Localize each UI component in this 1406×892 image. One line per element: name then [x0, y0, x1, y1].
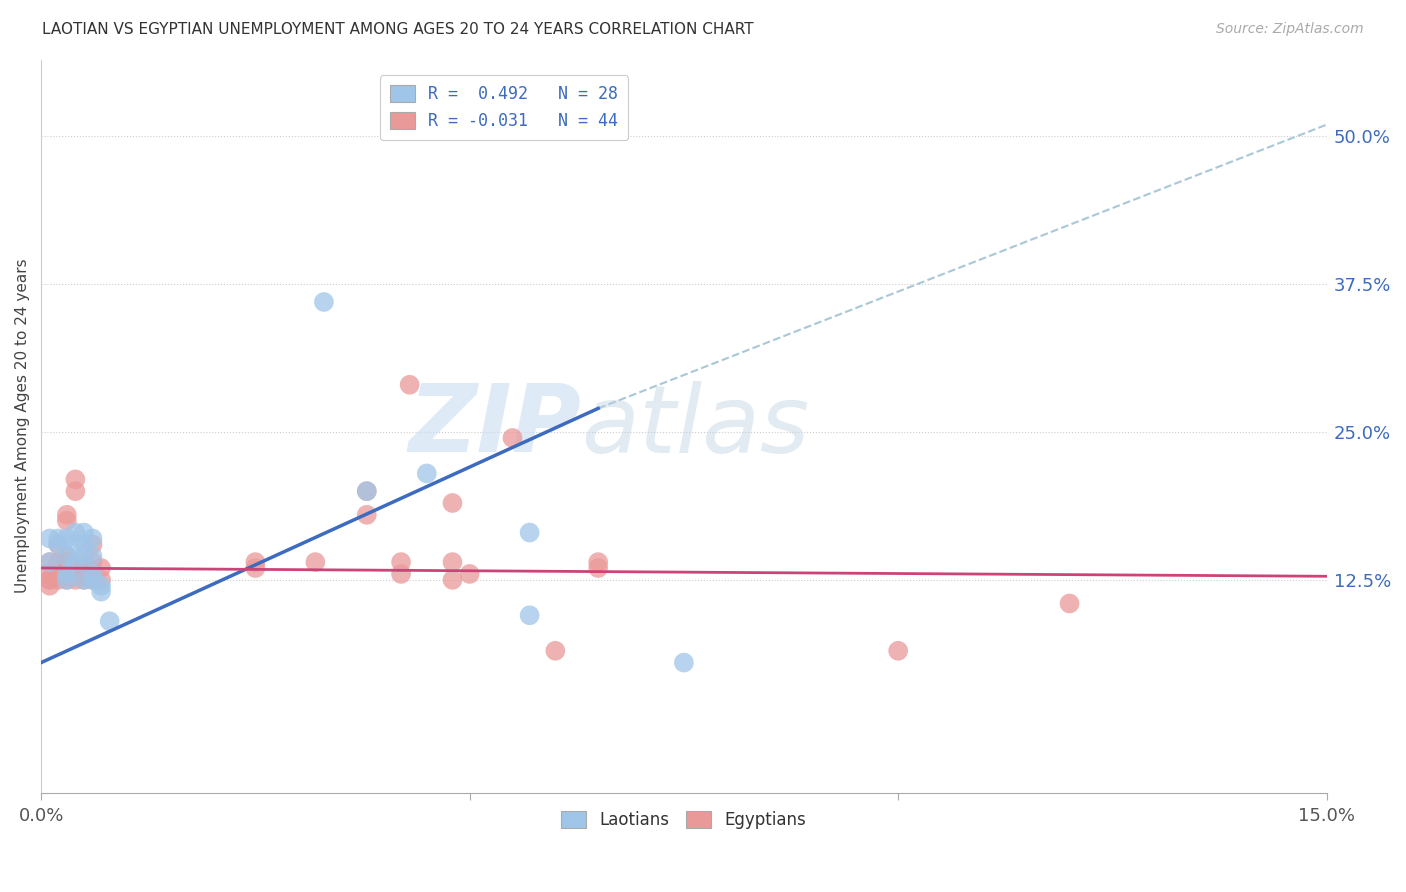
Point: [90, 584, 112, 599]
Point: [73, 549, 96, 564]
Point: [501, 431, 523, 445]
Point: [586, 555, 609, 569]
Point: [73, 561, 96, 575]
Point: [356, 508, 378, 522]
Text: LAOTIAN VS EGYPTIAN UNEMPLOYMENT AMONG AGES 20 TO 24 YEARS CORRELATION CHART: LAOTIAN VS EGYPTIAN UNEMPLOYMENT AMONG A…: [42, 22, 754, 37]
Point: [82, 537, 104, 551]
Y-axis label: Unemployment Among Ages 20 to 24 years: Unemployment Among Ages 20 to 24 years: [15, 259, 30, 593]
Point: [38, 573, 60, 587]
Point: [98, 614, 121, 628]
Point: [1059, 597, 1081, 611]
Point: [56, 566, 79, 581]
Point: [73, 555, 96, 569]
Point: [389, 555, 412, 569]
Point: [82, 573, 104, 587]
Point: [38, 555, 60, 569]
Point: [519, 525, 541, 540]
Text: atlas: atlas: [581, 381, 810, 472]
Point: [519, 608, 541, 623]
Point: [38, 532, 60, 546]
Point: [56, 573, 79, 587]
Point: [441, 573, 464, 587]
Point: [441, 496, 464, 510]
Point: [73, 573, 96, 587]
Point: [82, 566, 104, 581]
Point: [56, 514, 79, 528]
Point: [56, 532, 79, 546]
Point: [82, 549, 104, 564]
Point: [90, 579, 112, 593]
Point: [38, 573, 60, 587]
Point: [458, 566, 481, 581]
Point: [46, 532, 69, 546]
Point: [73, 573, 96, 587]
Point: [73, 537, 96, 551]
Point: [46, 555, 69, 569]
Point: [82, 555, 104, 569]
Point: [56, 549, 79, 564]
Point: [416, 467, 439, 481]
Text: Source: ZipAtlas.com: Source: ZipAtlas.com: [1216, 22, 1364, 37]
Point: [312, 295, 335, 310]
Point: [56, 549, 79, 564]
Point: [56, 555, 79, 569]
Point: [56, 573, 79, 587]
Point: [46, 566, 69, 581]
Point: [544, 644, 567, 658]
Point: [65, 555, 87, 569]
Point: [90, 561, 112, 575]
Point: [672, 656, 695, 670]
Point: [65, 484, 87, 499]
Point: [46, 537, 69, 551]
Point: [46, 573, 69, 587]
Point: [82, 532, 104, 546]
Point: [38, 566, 60, 581]
Text: ZIP: ZIP: [408, 380, 581, 472]
Point: [90, 573, 112, 587]
Point: [304, 555, 326, 569]
Point: [441, 555, 464, 569]
Point: [56, 508, 79, 522]
Point: [586, 561, 609, 575]
Point: [356, 484, 378, 499]
Point: [65, 472, 87, 486]
Point: [82, 573, 104, 587]
Point: [65, 525, 87, 540]
Point: [245, 561, 267, 575]
Point: [245, 555, 267, 569]
Point: [38, 555, 60, 569]
Point: [38, 579, 60, 593]
Point: [389, 566, 412, 581]
Point: [73, 566, 96, 581]
Point: [46, 537, 69, 551]
Point: [887, 644, 910, 658]
Point: [65, 537, 87, 551]
Legend: Laotians, Egyptians: Laotians, Egyptians: [555, 804, 813, 836]
Point: [65, 573, 87, 587]
Point: [356, 484, 378, 499]
Point: [398, 377, 420, 392]
Point: [73, 525, 96, 540]
